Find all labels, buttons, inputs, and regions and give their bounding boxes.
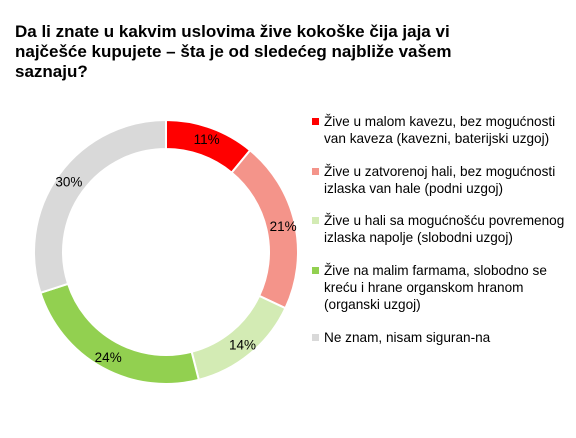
chart-legend: Žive u malom kavezu, bez mogućnosti van … xyxy=(312,113,574,346)
legend-item: Žive u hali sa mogućnošću povremenog izl… xyxy=(312,212,574,246)
legend-label: Žive na malim farmama, slobodno se kreću… xyxy=(324,263,547,312)
legend-swatch xyxy=(312,217,319,224)
legend-swatch xyxy=(312,168,319,175)
legend-item: Žive u malom kavezu, bez mogućnosti van … xyxy=(312,113,574,147)
legend-swatch xyxy=(312,267,319,274)
slice-data-label: 24% xyxy=(95,350,122,365)
slice-data-label: 11% xyxy=(194,132,220,147)
donut-slice xyxy=(39,282,201,385)
chart-title: Da li znate u kakvim uslovima žive kokoš… xyxy=(15,22,452,81)
slice-data-label: 14% xyxy=(229,337,256,352)
slice-data-label: 30% xyxy=(55,174,82,189)
legend-label: Žive u hali sa mogućnošću povremenog izl… xyxy=(324,213,565,245)
legend-label: Žive u zatvorenoj hali, bez mogućnosti i… xyxy=(324,164,556,196)
legend-label: Ne znam, nisam siguran-na xyxy=(324,330,491,345)
legend-item: Ne znam, nisam siguran-na xyxy=(312,329,574,346)
slice-data-label: 21% xyxy=(270,219,297,234)
legend-swatch xyxy=(312,334,319,341)
legend-swatch xyxy=(312,118,319,125)
legend-item: Žive na malim farmama, slobodno se kreću… xyxy=(312,262,574,313)
donut-slice xyxy=(33,118,167,295)
legend-label: Žive u malom kavezu, bez mogućnosti van … xyxy=(324,114,556,146)
legend-item: Žive u zatvorenoj hali, bez mogućnosti i… xyxy=(312,163,574,197)
